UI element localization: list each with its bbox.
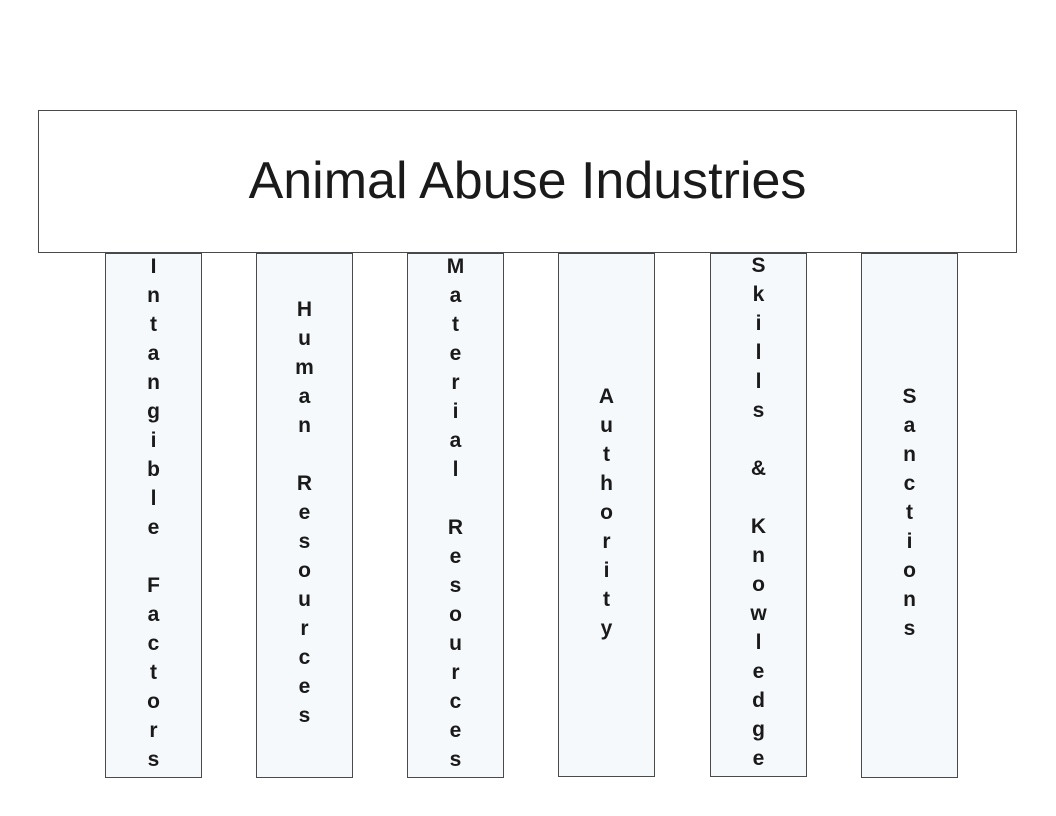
pillar-human-resources: Human Resources [256,253,353,778]
diagram-title: Animal Abuse Industries [248,151,807,210]
pillar-label: Material Resources [444,254,467,777]
pillar-material-resources: Material Resources [407,253,504,778]
pillar-label: Intangible Factors [142,254,165,777]
pillar-label: Human Resources [293,298,316,733]
pillar-label: Sanctions [898,385,921,646]
pillar-sanctions: Sanctions [861,253,958,778]
pillar-label: Skills & Knowledge [747,254,770,776]
pillar-label: Authority [595,384,618,646]
pillar-intangible-factors: Intangible Factors [105,253,202,778]
pillar-authority: Authority [558,253,655,777]
pillar-skills-knowledge: Skills & Knowledge [710,253,807,777]
title-box: Animal Abuse Industries [38,110,1017,253]
